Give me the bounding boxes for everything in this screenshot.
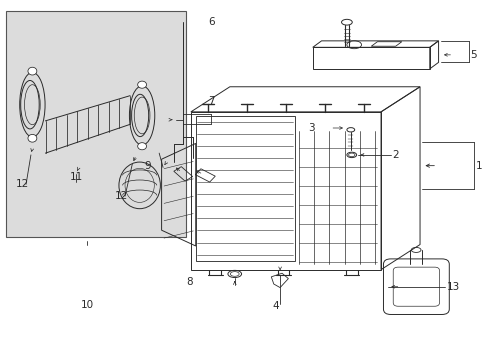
Text: 4: 4 bbox=[272, 301, 279, 311]
Bar bbox=[312, 47, 429, 69]
Ellipse shape bbox=[28, 67, 37, 75]
Text: 3: 3 bbox=[307, 123, 314, 133]
Text: 1: 1 bbox=[475, 161, 481, 171]
Text: 12: 12 bbox=[115, 191, 128, 201]
Ellipse shape bbox=[138, 81, 146, 88]
Text: 9: 9 bbox=[144, 161, 150, 171]
Bar bbox=[195, 116, 294, 261]
Text: 10: 10 bbox=[81, 300, 94, 310]
Bar bbox=[5, 12, 185, 237]
Bar bbox=[190, 112, 380, 270]
Ellipse shape bbox=[28, 134, 37, 142]
Text: 6: 6 bbox=[207, 17, 214, 27]
Text: 12: 12 bbox=[15, 179, 28, 189]
Text: 7: 7 bbox=[207, 96, 214, 106]
Text: 2: 2 bbox=[392, 150, 399, 160]
Text: 5: 5 bbox=[469, 50, 476, 60]
Text: 11: 11 bbox=[69, 172, 83, 182]
Text: 8: 8 bbox=[186, 277, 193, 287]
Text: 13: 13 bbox=[446, 282, 459, 292]
Ellipse shape bbox=[138, 143, 146, 150]
